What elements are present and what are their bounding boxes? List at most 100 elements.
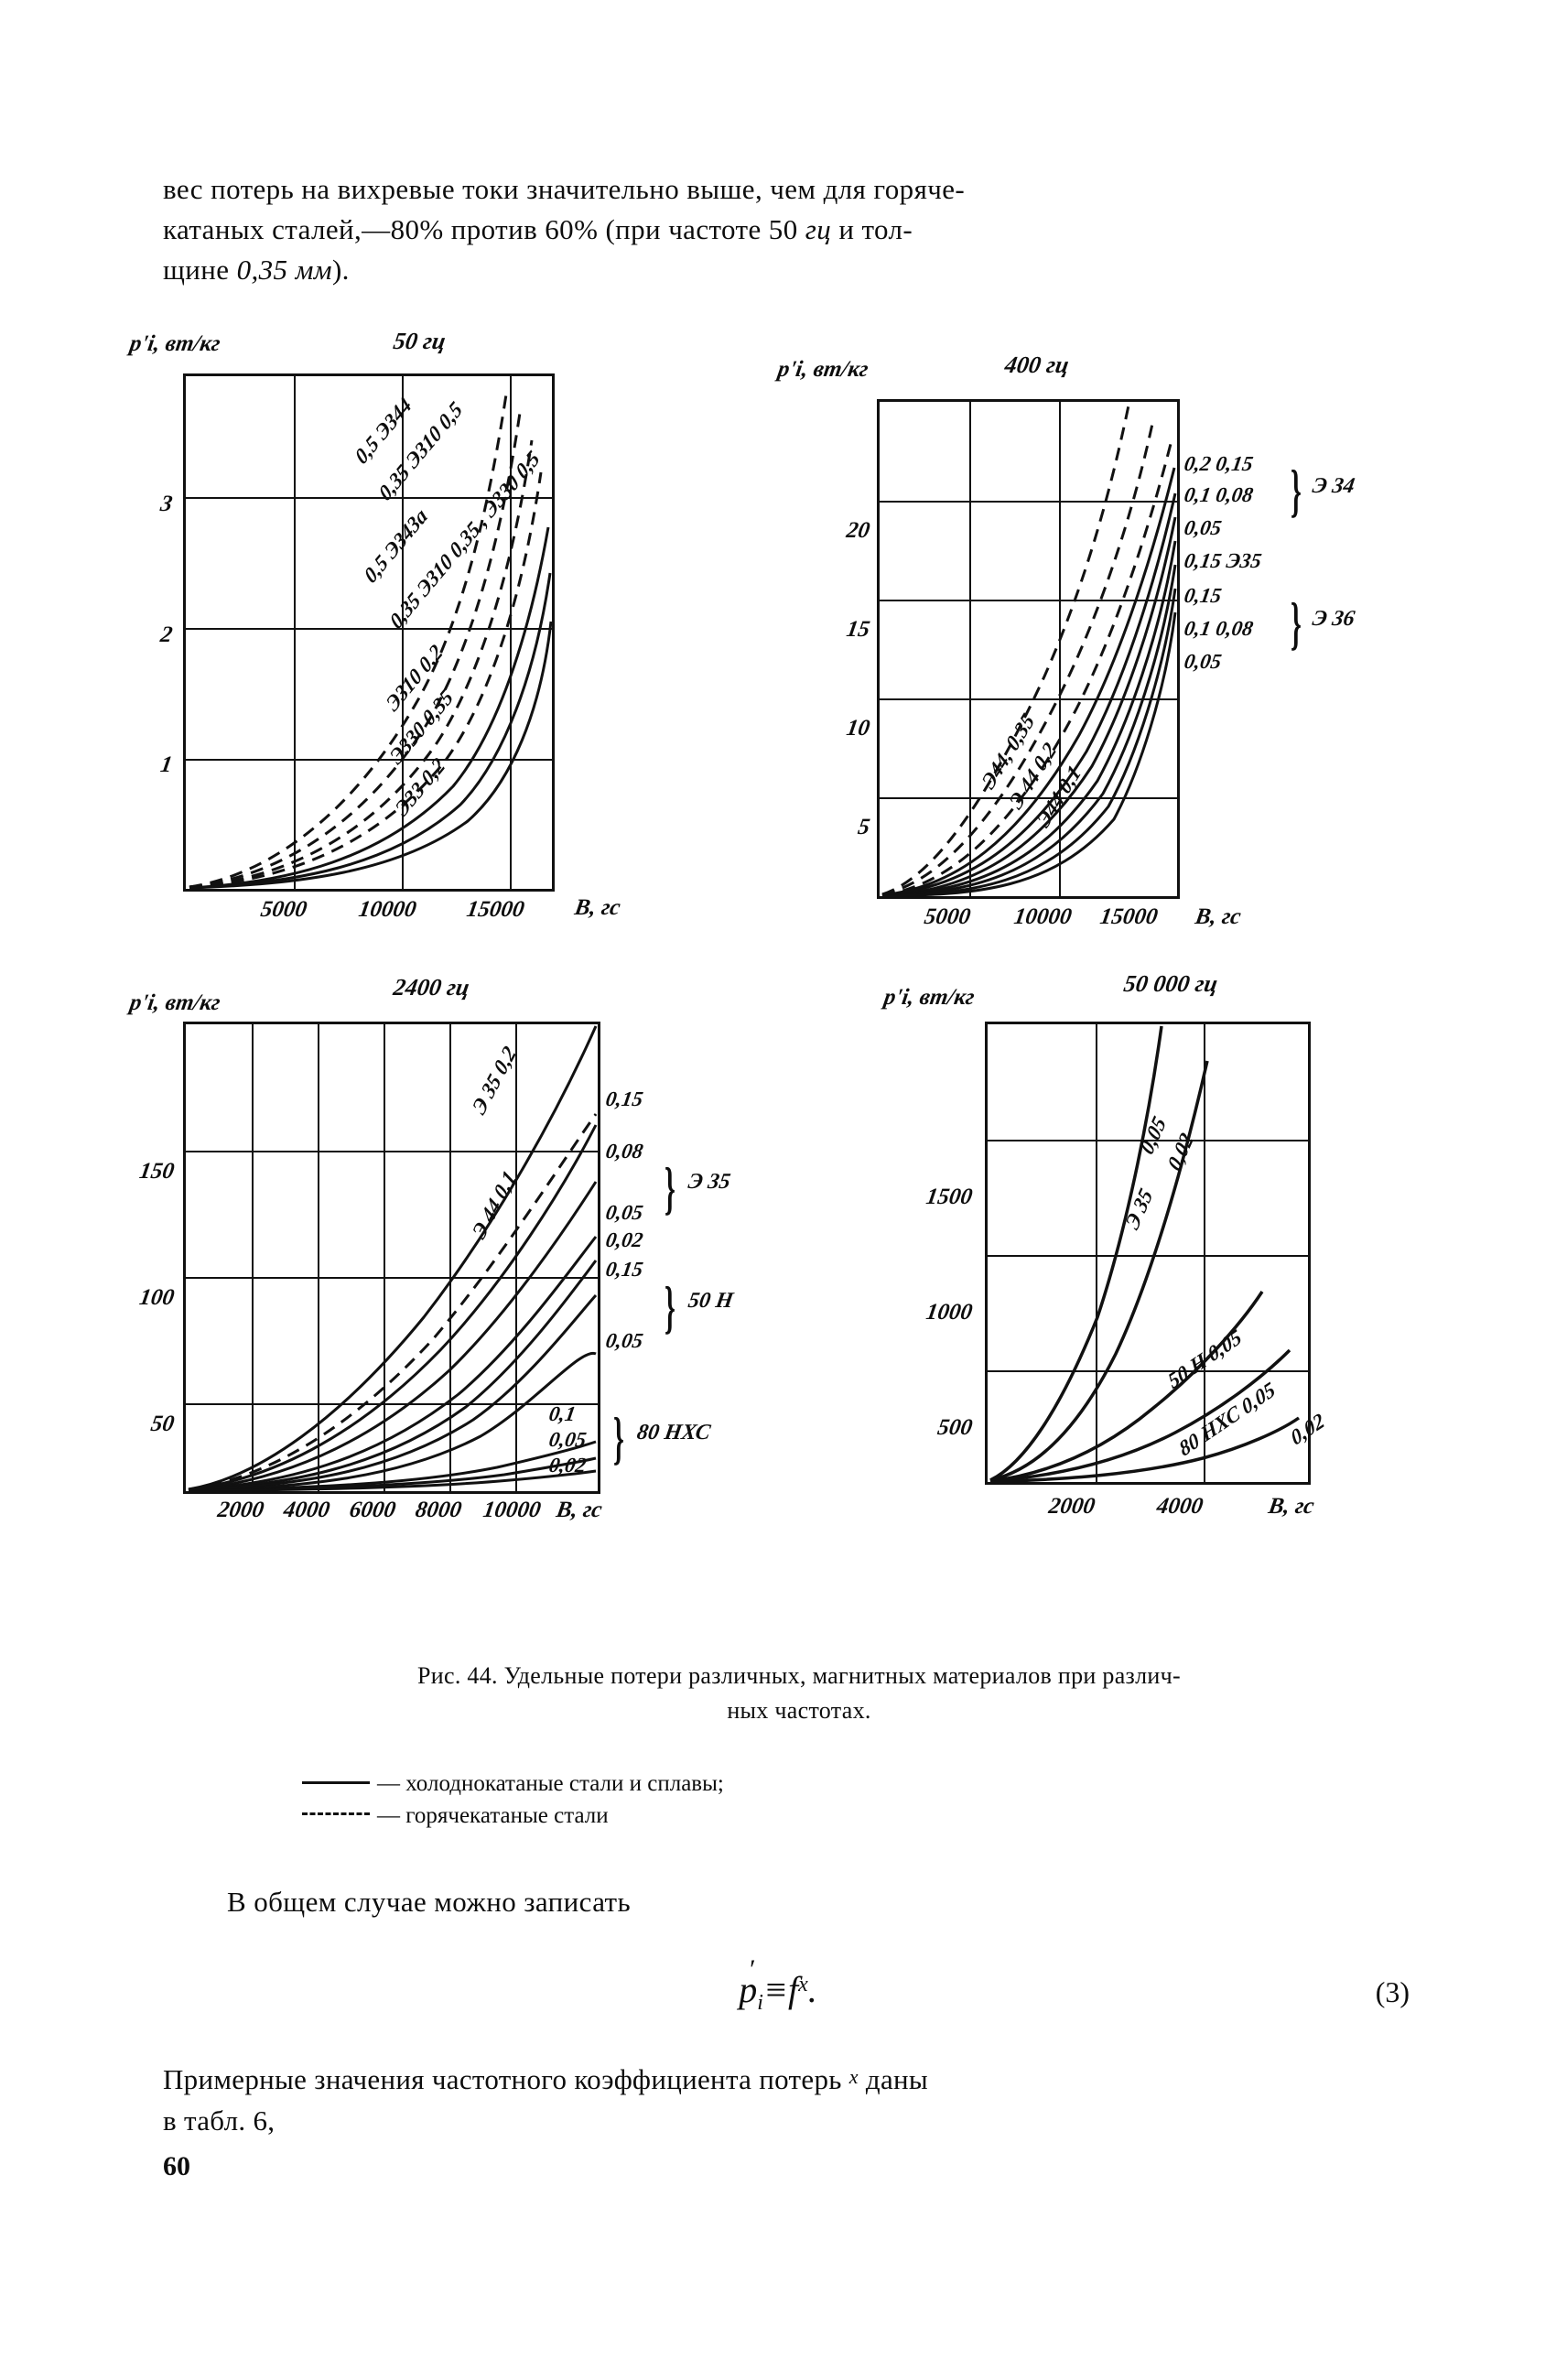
lower-para-coefficient-symbol: x xyxy=(848,2065,859,2088)
chart-2400hz: p'i, вт/кг 2400 гц xyxy=(119,974,815,1547)
formula-f: f xyxy=(787,1969,799,2010)
dashed-line-icon xyxy=(302,1812,370,1816)
intro-line-3: щине 0,35 мм). xyxy=(163,250,1417,290)
gridline-v xyxy=(384,1024,385,1491)
intro-paragraph: вес потерь на вихревые токи значительно … xyxy=(163,169,1417,290)
chart-400hz-ytick-20: 20 xyxy=(844,518,872,543)
figure-44: p'i, вт/кг 50 гц xyxy=(119,328,1464,1620)
gridline-h xyxy=(988,1255,1308,1257)
gridline-h xyxy=(880,501,1177,503)
chart-400hz-ytick-15: 15 xyxy=(844,617,872,642)
formula-period: . xyxy=(807,1969,817,2010)
chart-50hz-xtick-15000: 15000 xyxy=(464,897,526,922)
chart-400hz-ylabel: p'i, вт/кг xyxy=(775,357,870,382)
chart-2400hz-xunit: B, гс xyxy=(554,1498,604,1522)
chart-2400hz-xtick-10000: 10000 xyxy=(481,1498,543,1522)
gridline-h xyxy=(880,797,1177,799)
formula-p-letter: p xyxy=(739,1969,758,2010)
chart-50000hz-xtick-2000: 2000 xyxy=(1046,1494,1097,1519)
chart-2400hz-group-e35: Э 35 xyxy=(686,1170,732,1194)
formula-p: p ′ i xyxy=(739,1954,763,2015)
gridline-h xyxy=(880,698,1177,700)
chart-2400hz-brace-80nhc: } xyxy=(613,1407,624,1471)
chart-400hz-side-label-5: 0,15 xyxy=(1183,584,1224,607)
formula-3: p ′ i≡fx. xyxy=(0,1954,1556,2016)
chart-400hz-group-e36: Э 36 xyxy=(1311,607,1356,631)
lower-para-line-1-c: даны xyxy=(865,2063,929,2095)
chart-50000hz-ytick-500: 500 xyxy=(935,1415,975,1440)
chart-2400hz-group-50n: 50 Н xyxy=(686,1289,735,1313)
figure-caption: Рис. 44. Удельные потери различных, магн… xyxy=(163,1659,1435,1727)
equation-number: (3) xyxy=(1375,1975,1410,2008)
chart-400hz-title: 400 гц xyxy=(1002,352,1071,378)
chart-50hz-xtick-5000: 5000 xyxy=(258,897,309,922)
gridline-h xyxy=(880,600,1177,601)
lower-intro-text: В общем случае можно записать xyxy=(227,1886,632,1918)
chart-2400hz-xtick-4000: 4000 xyxy=(281,1498,332,1522)
chart-50hz-xtick-10000: 10000 xyxy=(356,897,418,922)
chart-400hz-side-label-2: 0,1 0,08 xyxy=(1183,483,1255,506)
gridline-h xyxy=(186,1151,598,1152)
formula-prime: ′ xyxy=(748,1954,754,1985)
chart-50hz-ytick-1: 1 xyxy=(158,752,175,777)
gridline-h xyxy=(186,759,552,761)
page-number: 60 xyxy=(163,2151,190,2181)
chart-50hz-ytick-3: 3 xyxy=(158,492,175,516)
chart-2400hz-side-label-7: 0,1 xyxy=(547,1402,578,1425)
chart-50hz-xunit: B, гс xyxy=(572,895,622,920)
intro-line-2-a: катаных сталей,—80% против 60% (при част… xyxy=(163,213,798,246)
formula-equals: ≡ xyxy=(762,1969,788,2010)
chart-400hz-plot xyxy=(877,399,1180,899)
gridline-h xyxy=(186,1403,598,1405)
formula-exponent: x xyxy=(798,1973,808,1996)
lower-paragraph-line-1: Примерные значения частотного коэффициен… xyxy=(163,2060,1444,2101)
chart-400hz-xtick-15000: 15000 xyxy=(1097,904,1160,929)
figure-legend: — холоднокатаные стали и сплавы; — горяч… xyxy=(302,1769,724,1832)
chart-2400hz-side-label-6: 0,05 xyxy=(604,1329,645,1352)
chart-50000hz-xtick-4000: 4000 xyxy=(1154,1494,1205,1519)
gridline-v xyxy=(969,402,971,896)
chart-50000hz-title: 50 000 гц xyxy=(1121,970,1220,997)
gridline-v xyxy=(449,1024,451,1491)
chart-2400hz-xtick-2000: 2000 xyxy=(215,1498,266,1522)
lower-paragraph-line-2: в табл. 6, xyxy=(163,2104,276,2137)
chart-50000hz-ytick-1500: 1500 xyxy=(924,1185,975,1209)
chart-2400hz-side-label-9: 0,02 xyxy=(547,1454,589,1477)
gridline-v xyxy=(510,376,512,889)
chart-2400hz-curves xyxy=(188,1025,598,1493)
intro-line-2-c: и тол- xyxy=(838,213,913,246)
chart-400hz-group-e34: Э 34 xyxy=(1311,474,1356,498)
gridline-v xyxy=(318,1024,319,1491)
intro-line-1-text: вес потерь на вихревые токи значительно … xyxy=(163,173,966,205)
figure-caption-line-1: Рис. 44. Удельные потери различных, магн… xyxy=(417,1662,1181,1689)
chart-2400hz-title: 2400 гц xyxy=(391,974,471,1001)
chart-400hz-side-label-1: 0,2 0,15 xyxy=(1183,452,1255,475)
gridline-h xyxy=(988,1140,1308,1141)
chart-400hz-side-label-4: 0,15 Э35 xyxy=(1183,549,1264,572)
gridline-v xyxy=(252,1024,254,1491)
intro-line-2-unit: гц xyxy=(805,213,832,246)
chart-400hz-brace-e34: } xyxy=(1291,460,1302,524)
chart-400hz-brace-e36: } xyxy=(1291,592,1302,656)
chart-2400hz-ytick-100: 100 xyxy=(137,1285,177,1310)
chart-400hz-xtick-5000: 5000 xyxy=(922,904,973,929)
chart-2400hz-side-label-1: 0,15 xyxy=(604,1087,645,1110)
gridline-h xyxy=(186,1277,598,1279)
gridline-v xyxy=(294,376,296,889)
chart-2400hz-side-label-2: 0,08 xyxy=(604,1140,645,1163)
chart-50000hz-xunit: B, гс xyxy=(1266,1494,1316,1519)
chart-2400hz-plot xyxy=(183,1022,600,1494)
chart-2400hz-brace-e35: } xyxy=(665,1157,675,1221)
gridline-h xyxy=(988,1370,1308,1372)
chart-50hz-plot xyxy=(183,373,555,892)
legend-label-hot-rolled: — горячекатаные стали xyxy=(377,1802,609,1828)
gridline-v xyxy=(402,376,404,889)
chart-50000hz-plot xyxy=(985,1022,1311,1485)
chart-400hz-side-label-6: 0,1 0,08 xyxy=(1183,617,1255,640)
chart-400hz-curves xyxy=(881,405,1177,898)
figure-caption-line-2: ных частотах. xyxy=(727,1696,871,1724)
intro-line-1: вес потерь на вихревые токи значительно … xyxy=(163,169,1417,210)
solid-line-icon xyxy=(302,1780,370,1784)
chart-2400hz-side-label-8: 0,05 xyxy=(547,1428,589,1451)
